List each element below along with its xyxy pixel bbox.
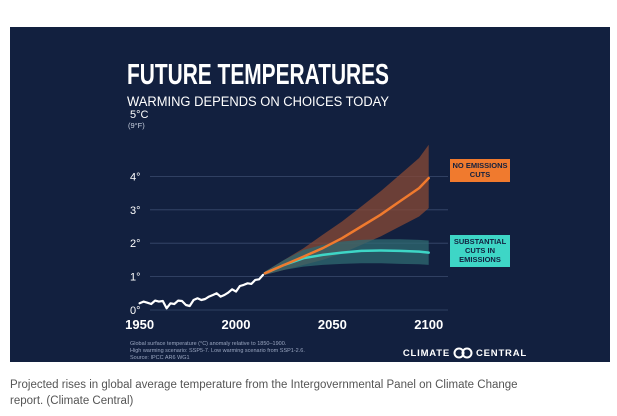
annotation-no-cuts-text: CUTS xyxy=(470,170,490,179)
footnote-line: Global surface temperature (°C) anomaly … xyxy=(130,341,287,347)
cuts-uncertainty-band xyxy=(264,239,429,275)
brand-logo-icon xyxy=(461,347,473,359)
y-tick-label: 3° xyxy=(130,205,141,217)
annotation-no-cuts-text: NO EMISSIONS xyxy=(452,161,507,170)
caption-line-1: Projected rises in global average temper… xyxy=(10,379,518,391)
annotation-substantial-cuts-box xyxy=(450,235,510,267)
series-line-observed xyxy=(138,273,265,310)
annotation-substantial-cuts-text: EMISSIONS xyxy=(459,255,501,264)
chart-title: FUTURE TEMPERATURES xyxy=(127,59,389,91)
annotation-no-cuts-box xyxy=(450,159,510,182)
y-unit-label: 5°C xyxy=(130,109,149,121)
x-tick-label: 2100 xyxy=(414,317,443,332)
y-tick-label: 2° xyxy=(130,238,141,250)
footnote-line: High warming scenario: SSP5-7. Low warmi… xyxy=(130,348,305,354)
x-tick-label: 2000 xyxy=(222,317,251,332)
annotation-substantial-cuts-text: SUBSTANTIAL xyxy=(454,237,507,246)
brand-name-climate: CLIMATE xyxy=(403,348,450,359)
y-tick-label: 0° xyxy=(130,305,141,317)
series-line-no-cuts xyxy=(263,176,430,275)
chart-svg: FUTURE TEMPERATURES WARMING DEPENDS ON CH… xyxy=(125,59,527,361)
y-tick-label: 4° xyxy=(130,171,141,183)
y-unit-label-f: (9°F) xyxy=(128,121,145,130)
y-tick-label: 1° xyxy=(130,272,141,284)
chart-subtitle: WARMING DEPENDS ON CHOICES TODAY xyxy=(127,94,389,109)
x-tick-label: 1950 xyxy=(125,317,154,332)
figure-caption: Projected rises in global average temper… xyxy=(10,377,610,409)
caption-line-2: report. (Climate Central) xyxy=(10,395,134,407)
annotation-substantial-cuts-text: CUTS IN xyxy=(465,246,495,255)
chart-figure: FUTURE TEMPERATURES WARMING DEPENDS ON CH… xyxy=(10,27,610,362)
brand-name-central: CENTRAL xyxy=(476,348,527,359)
footnote-line: Source: IPCC AR6 WG1 xyxy=(130,355,190,361)
x-tick-label: 2050 xyxy=(318,317,347,332)
